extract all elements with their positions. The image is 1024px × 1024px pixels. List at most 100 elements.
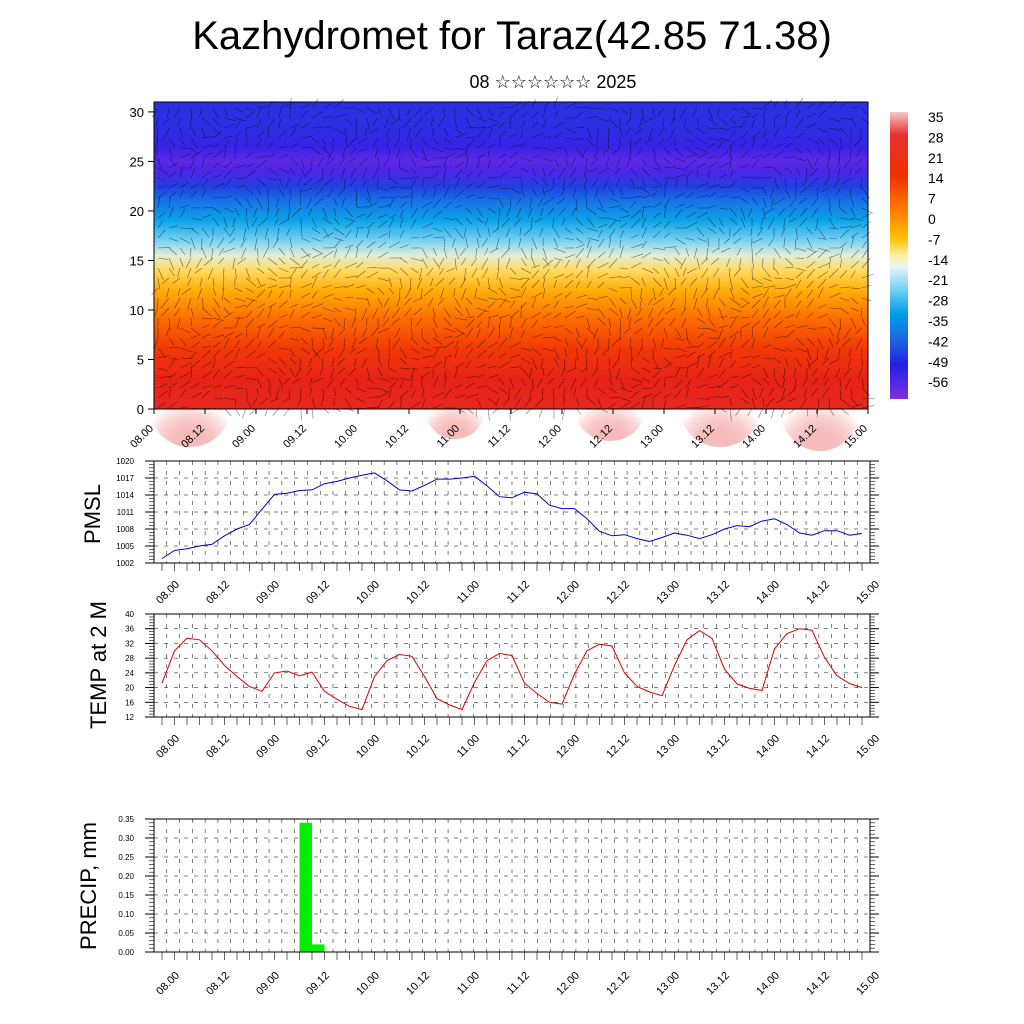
- x-tick-label: 12.12: [604, 579, 632, 607]
- x-tick-label: 11.12: [505, 970, 532, 997]
- colorbar-label: 21: [928, 150, 944, 166]
- x-tick-label: 12.00: [554, 733, 582, 761]
- colorbar-label: -49: [928, 354, 948, 370]
- y-tick-label: 1011: [117, 508, 135, 517]
- y-tick-label: 0: [137, 402, 144, 417]
- precip-bar: [312, 944, 325, 952]
- precip-grid: [153, 818, 871, 953]
- x-tick-label: 08.00: [154, 579, 182, 607]
- temp-x-axis: 08.00 08.12 09.00 09.12 10.00 10.12 11.00 11.12…: [154, 717, 882, 761]
- cross-section-y-axis: 0 5 10 15 20 25 30: [130, 105, 154, 417]
- x-tick-label: 15.00: [854, 733, 882, 761]
- x-tick-label: 10.12: [404, 970, 432, 998]
- y-tick-label: 1005: [116, 542, 134, 551]
- x-tick-label: 11.00: [455, 733, 482, 760]
- colorbar-label: 14: [928, 170, 944, 186]
- x-tick-label: 09.00: [254, 970, 282, 998]
- colorbar-label: -35: [928, 313, 948, 329]
- x-tick-label: 15.00: [854, 579, 882, 607]
- y-tick-label: 20: [125, 684, 134, 693]
- x-tick-label: 09.00: [254, 733, 282, 761]
- colorbar-label: -7: [928, 231, 941, 247]
- y-tick-label: 28: [125, 654, 134, 663]
- colorbar-label: -42: [928, 333, 948, 349]
- x-tick-label: 11.12: [505, 733, 532, 760]
- y-tick-label: 16: [125, 698, 134, 707]
- y-tick-label: 0.30: [118, 834, 134, 843]
- x-tick-label: 13.00: [638, 423, 666, 451]
- x-tick-label: 10.00: [354, 579, 382, 607]
- colorbar-label: -21: [928, 272, 948, 288]
- precip-y-label: PRECIP, mm: [76, 822, 101, 950]
- temp-y-label: TEMP at 2 M: [86, 601, 111, 729]
- x-tick-label: 09.12: [304, 970, 332, 998]
- y-tick-label: 30: [130, 105, 144, 120]
- x-tick-label: 14.12: [804, 733, 832, 761]
- y-tick-label: 1014: [116, 491, 134, 500]
- x-tick-label: 14.00: [754, 733, 782, 761]
- y-tick-label: 0.10: [118, 910, 134, 919]
- x-tick-label: 10.00: [354, 733, 382, 761]
- x-tick-label: 08.00: [154, 733, 182, 761]
- y-tick-label: 5: [137, 352, 144, 367]
- y-tick-label: 32: [125, 639, 134, 648]
- y-tick-label: 0.05: [118, 929, 134, 938]
- x-tick-label: 12.00: [554, 579, 582, 607]
- x-tick-label: 08.12: [204, 733, 232, 761]
- x-tick-label: 12.00: [554, 970, 582, 998]
- temp-grid: [153, 613, 871, 718]
- x-tick-label: 08.12: [204, 579, 232, 607]
- y-tick-label: 20: [130, 204, 144, 219]
- x-tick-label: 12.12: [604, 733, 632, 761]
- x-tick-label: 14.00: [754, 579, 782, 607]
- y-tick-label: 0.00: [118, 948, 134, 957]
- y-tick-label: 1017: [116, 474, 134, 483]
- x-tick-label: 11.00: [455, 970, 482, 997]
- x-tick-label: 09.00: [230, 423, 258, 451]
- colorbar-label: -28: [928, 293, 948, 309]
- precip-y-axis: 0.00 0.05 0.10 0.15 0.20 0.25 0.30 0.35: [118, 815, 879, 957]
- y-tick-label: 0.20: [118, 872, 134, 881]
- x-tick-label: 14.12: [804, 970, 832, 998]
- x-tick-label: 13.00: [654, 579, 682, 607]
- x-tick-label: 12.12: [604, 970, 632, 998]
- y-tick-label: 24: [125, 669, 134, 678]
- precip-x-axis: 08.00 08.12 09.00 09.12 10.00 10.12 11.00 11.12…: [154, 952, 882, 998]
- colorbar-label: 7: [928, 191, 936, 207]
- pmsl-grid: [153, 460, 871, 564]
- y-tick-label: 0.25: [118, 853, 134, 862]
- pmsl-y-label: PMSL: [80, 484, 105, 544]
- precip-bar: [299, 822, 312, 952]
- pmsl-line: [161, 472, 863, 559]
- x-tick-label: 12.00: [536, 423, 564, 451]
- x-tick-label: 10.00: [332, 423, 360, 451]
- precip-bars: [299, 822, 325, 952]
- pmsl-y-axis: 1002 1005 1008 1011 1014 1017 1020: [116, 457, 879, 568]
- y-tick-label: 12: [125, 713, 134, 722]
- x-tick-label: 09.00: [254, 579, 282, 607]
- y-tick-label: 1002: [116, 559, 134, 568]
- y-tick-label: 1020: [116, 457, 134, 466]
- x-tick-label: 11.00: [455, 579, 482, 606]
- x-tick-label: 10.12: [383, 423, 411, 451]
- x-tick-label: 13.00: [654, 733, 682, 761]
- y-tick-label: 1008: [116, 525, 134, 534]
- y-tick-label: 25: [130, 154, 144, 169]
- x-tick-label: 13.12: [704, 579, 732, 607]
- y-tick-label: 10: [130, 303, 144, 318]
- wind-vectors: [151, 96, 875, 421]
- y-tick-label: 0.35: [118, 815, 134, 824]
- x-tick-label: 09.12: [304, 579, 332, 607]
- x-tick-label: 10.12: [404, 579, 432, 607]
- x-tick-label: 09.12: [281, 423, 309, 451]
- x-tick-label: 10.12: [404, 733, 432, 761]
- pmsl-x-axis: 08.00 08.12 09.00 09.12 10.00 10.12 11.00 11.12…: [154, 563, 882, 607]
- x-tick-label: 14.12: [804, 579, 832, 607]
- x-tick-label: 14.00: [754, 970, 782, 998]
- precip-chart: 0.000.050.100.150.200.250.300.35 08.00 08…: [76, 815, 882, 998]
- y-tick-label: 15: [130, 253, 144, 268]
- x-tick-label: 11.12: [505, 579, 532, 606]
